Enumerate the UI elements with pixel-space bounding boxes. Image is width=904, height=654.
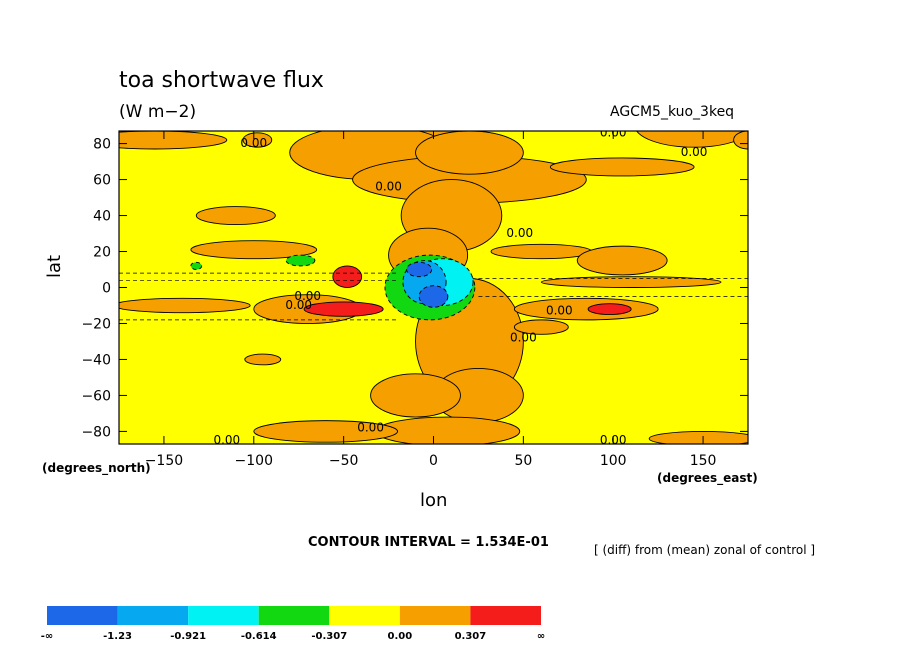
contour-region bbox=[513, 319, 569, 335]
contour-region bbox=[195, 206, 276, 225]
y-unit-label: (degrees_north) bbox=[42, 461, 151, 475]
x-tick-label: 50 bbox=[514, 453, 532, 469]
contour-value-label: 0.00 bbox=[294, 289, 321, 303]
colorbar-swatch bbox=[188, 606, 259, 625]
y-tick-label: 20 bbox=[93, 245, 111, 261]
diff-note: [ (diff) from (mean) zonal of control ] bbox=[594, 543, 816, 557]
y-tick-label: 60 bbox=[93, 173, 111, 189]
colorbar-swatch bbox=[329, 606, 400, 625]
plot-units: (W m−2) bbox=[119, 102, 197, 122]
contour-region bbox=[733, 131, 748, 150]
y-tick-label: −40 bbox=[81, 352, 111, 368]
contour-region bbox=[303, 301, 384, 317]
colorbar-level-label: -∞ bbox=[41, 631, 53, 642]
contour-region bbox=[190, 240, 318, 260]
contour-region bbox=[244, 353, 282, 366]
colorbar-level-label: -1.23 bbox=[103, 631, 132, 642]
colorbar-level-label: -0.614 bbox=[241, 631, 277, 642]
colorbar-level-label: -0.921 bbox=[170, 631, 206, 642]
y-tick-label: −60 bbox=[81, 388, 111, 404]
colorbar-swatch bbox=[470, 606, 541, 625]
contour-region bbox=[119, 131, 228, 150]
contour-region bbox=[490, 243, 593, 260]
x-tick-label: 150 bbox=[690, 453, 717, 469]
contour-region bbox=[587, 303, 632, 315]
x-tick-label: 0 bbox=[429, 453, 438, 469]
contour-region bbox=[190, 261, 203, 270]
run-name: AGCM5_kuo_3keq bbox=[610, 104, 735, 120]
contour-region bbox=[636, 131, 748, 148]
contour-value-label: 0.00 bbox=[681, 145, 708, 159]
contour-interval: CONTOUR INTERVAL = 1.534E-01 bbox=[308, 535, 549, 550]
colorbar-swatch bbox=[399, 606, 471, 625]
colorbar-level-label: ∞ bbox=[537, 631, 545, 642]
contour-region bbox=[418, 285, 449, 308]
y-tick-label: 80 bbox=[93, 137, 111, 153]
contour-region bbox=[370, 373, 461, 418]
contour-region bbox=[648, 430, 748, 444]
y-tick-label: −20 bbox=[81, 316, 111, 332]
contour-value-label: 0.00 bbox=[357, 420, 384, 434]
colorbar-swatch bbox=[117, 606, 189, 625]
plot-title: toa shortwave flux bbox=[119, 68, 324, 93]
contour-value-label: 0.00 bbox=[213, 433, 240, 447]
x-tick-label: 100 bbox=[600, 453, 627, 469]
contour-region bbox=[576, 245, 668, 276]
x-tick-label: −50 bbox=[329, 453, 359, 469]
contour-region bbox=[285, 254, 316, 267]
colorbar-swatch bbox=[47, 606, 118, 625]
x-axis-label: lon bbox=[420, 490, 448, 511]
contour-value-label: 0.00 bbox=[240, 136, 267, 150]
contour-region bbox=[406, 261, 433, 278]
contour-value-label: 0.00 bbox=[510, 330, 537, 344]
contour-value-label: 0.00 bbox=[285, 298, 312, 312]
colorbar-swatch bbox=[258, 606, 330, 625]
colorbar-level-label: -0.307 bbox=[311, 631, 347, 642]
y-axis-label: lat bbox=[44, 254, 65, 278]
colorbar-level-label: 0.00 bbox=[388, 631, 413, 642]
y-tick-label: 40 bbox=[93, 209, 111, 225]
contour-region bbox=[549, 157, 695, 177]
contour-value-label: 0.00 bbox=[375, 179, 402, 193]
contour-region bbox=[415, 131, 524, 175]
x-tick-label: −150 bbox=[145, 453, 183, 469]
x-tick-label: −100 bbox=[235, 453, 273, 469]
x-unit-label: (degrees_east) bbox=[657, 471, 758, 485]
colorbar-level-label: 0.307 bbox=[455, 631, 487, 642]
contour-value-label: 0.00 bbox=[506, 226, 533, 240]
contour-region bbox=[119, 297, 251, 314]
contour-region bbox=[242, 132, 273, 148]
contour-value-label: 0.00 bbox=[546, 303, 573, 317]
y-tick-label: 0 bbox=[102, 281, 111, 297]
contour-region bbox=[253, 420, 399, 443]
contour-region bbox=[540, 276, 722, 288]
y-tick-label: −80 bbox=[81, 424, 111, 440]
contour-region bbox=[513, 297, 659, 321]
contour-region bbox=[332, 265, 363, 288]
